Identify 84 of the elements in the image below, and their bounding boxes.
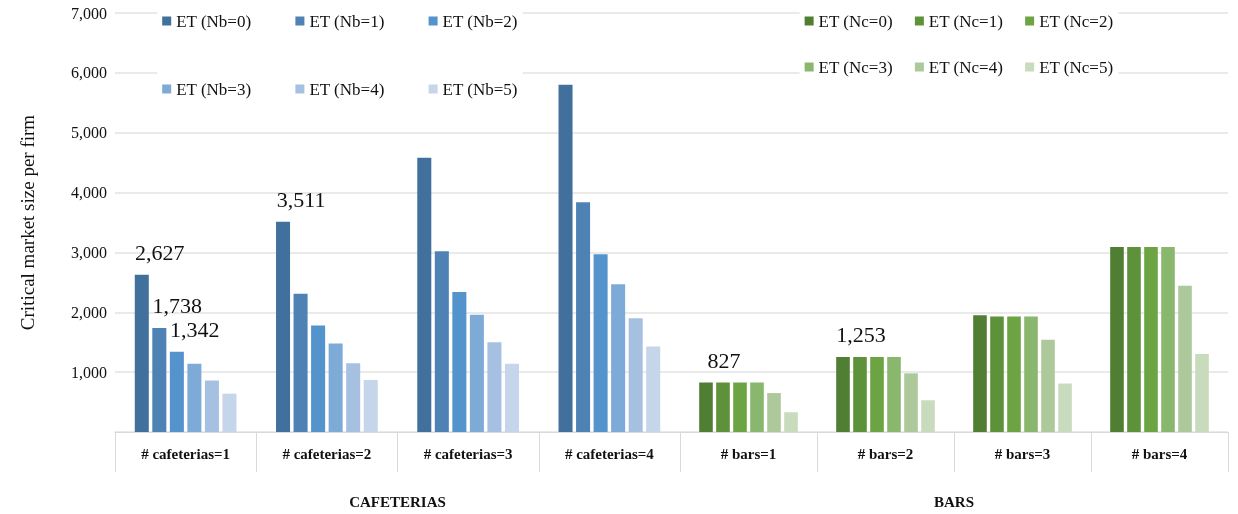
bar [204,380,219,432]
data-label: 1,738 [152,293,203,319]
bar [363,379,378,432]
data-label: 827 [707,348,741,373]
bar [1058,383,1072,432]
bar [784,412,798,432]
legend-label: ET (Nb=4) [309,79,385,99]
bar [1195,353,1209,432]
text: 2,000 [71,303,107,321]
bar [1110,247,1124,432]
text: 5,000 [71,124,107,142]
bar [1144,247,1158,432]
text: 6,000 [71,64,107,82]
legend-label: ET (Nc=4) [928,57,1003,77]
bar [628,318,643,432]
bar [222,393,237,432]
bar [836,357,850,432]
text: 4,000 [71,184,107,202]
bar [887,357,901,432]
legend-label: ET (Nc=3) [818,57,893,77]
bar [750,382,764,432]
bar [469,314,484,432]
bar [434,251,449,432]
legend-label: ET (Nc=2) [1039,11,1114,31]
bar [558,84,573,432]
bar [904,373,918,432]
bar [593,254,608,432]
bar [611,284,626,432]
data-label: 1,253 [836,322,886,348]
legend-label: ET (Nb=5) [442,79,518,99]
bar [134,274,149,432]
bar [504,363,519,432]
bar [187,363,202,432]
bar [990,316,1004,432]
bar [452,291,467,432]
legend-label: ET (Nc=1) [928,11,1003,31]
bar [487,342,502,432]
x-tick-label: # cafeterias=2 [282,445,372,462]
bar [1178,285,1192,432]
bar [973,315,987,432]
bar [699,382,713,432]
bar [328,343,343,432]
bar [733,382,747,432]
x-axis-title: CAFETERIAS [349,493,446,510]
bar [1161,247,1175,432]
text: 7,000 [71,4,107,22]
x-tick-label: # bars=4 [1131,445,1188,462]
legend-label: ET (Nc=0) [818,11,893,31]
text: 1,000 [71,363,107,381]
bar [870,357,884,432]
text: 3,000 [71,243,107,261]
x-tick-label: # cafeterias=4 [564,445,655,462]
bar [767,393,781,432]
x-tick-label: # bars=3 [994,445,1051,462]
bar [417,157,432,432]
bar [1024,316,1038,432]
bar [1127,247,1141,432]
bar [576,202,591,432]
x-tick-label: # bars=2 [857,445,914,462]
bar [152,327,167,432]
bar [276,221,291,432]
x-tick-label: # bars=1 [720,445,777,462]
x-axis-title: BARS [933,493,975,510]
bar [646,346,661,432]
bar [311,325,326,432]
data-label: 3,511 [276,187,326,213]
legend-label: ET (Nb=2) [442,11,518,31]
x-tick-label: # cafeterias=3 [423,445,513,462]
bar [921,400,935,432]
data-label: 2,627 [135,240,185,266]
bar [169,351,184,432]
x-tick-label: # cafeterias=1 [141,445,231,462]
bar [1007,316,1021,432]
legend-label: ET (Nb=3) [176,79,252,99]
legend-label: ET (Nb=0) [176,11,252,31]
bar [346,363,361,432]
bar [853,357,867,432]
data-label: 1,342 [170,317,220,343]
bar [293,293,308,432]
bar [716,382,730,432]
legend-label: ET (Nc=5) [1039,57,1114,77]
y-axis-title: Critical market size per firm [17,114,38,331]
legend-label: ET (Nb=1) [309,11,385,31]
bar [1041,339,1055,432]
